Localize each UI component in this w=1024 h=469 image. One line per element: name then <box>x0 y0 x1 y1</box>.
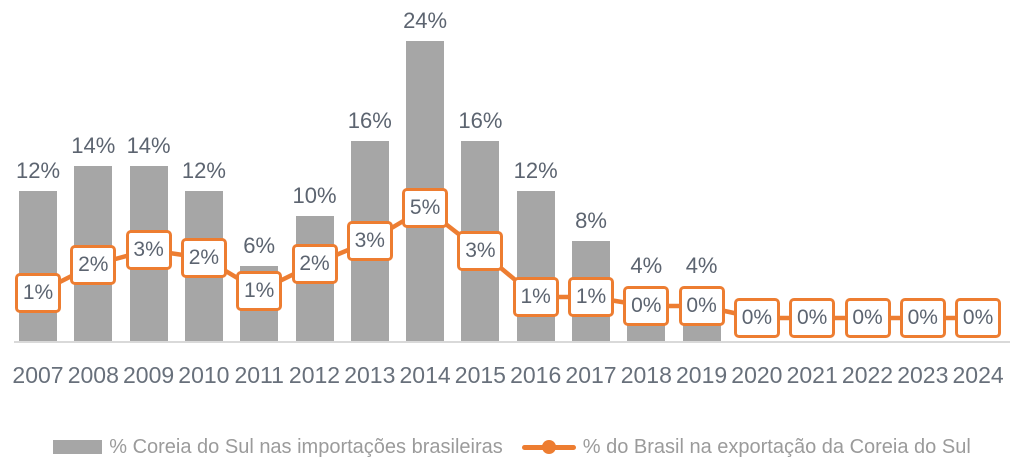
line-value-label: 2% <box>188 246 220 269</box>
bar-value-label-2008: 14% <box>71 133 116 158</box>
line-value-label: 2% <box>299 252 330 275</box>
line-value-box-2016: 1% <box>512 277 559 317</box>
line-value-box-2021: 0% <box>789 298 836 338</box>
line-value-label: 0% <box>797 306 828 329</box>
line-value-label: 0% <box>686 294 717 317</box>
x-axis-line <box>14 341 1010 343</box>
bar-value-label-2018: 4% <box>630 253 663 278</box>
line-value-box-2014: 5% <box>402 188 449 228</box>
line-value-label: 2% <box>78 253 109 276</box>
legend-line-label: % do Brasil na exportação da Coreia do S… <box>582 435 971 458</box>
line-value-box-2011: 1% <box>236 271 283 311</box>
x-axis-label-2008: 2008 <box>67 362 119 388</box>
line-value-label: 1% <box>244 279 275 302</box>
line-value-label: 1% <box>575 285 607 308</box>
legend-bar-swatch-icon <box>53 440 103 454</box>
x-axis-label-2020: 2020 <box>731 362 783 388</box>
line-value-box-2009: 3% <box>125 230 172 270</box>
x-axis-label-2010: 2010 <box>178 362 230 388</box>
x-axis-label-2017: 2017 <box>565 362 617 388</box>
x-axis-label-2007: 2007 <box>12 362 64 388</box>
line-value-label: 1% <box>520 285 551 308</box>
bar-value-label-2015: 16% <box>458 108 503 133</box>
line-value-box-2018: 0% <box>623 286 670 326</box>
legend-bar-label: % Coreia do Sul nas importações brasilei… <box>109 435 503 458</box>
line-value-label: 1% <box>22 281 54 304</box>
x-axis-label-2013: 2013 <box>344 362 396 388</box>
x-axis-label-2019: 2019 <box>676 362 728 388</box>
line-value-box-2012: 2% <box>291 244 338 284</box>
x-axis-label-2016: 2016 <box>510 362 562 388</box>
line-value-box-2008: 2% <box>70 245 117 285</box>
x-axis-label-2018: 2018 <box>620 362 672 388</box>
line-value-box-2013: 3% <box>346 221 393 261</box>
line-value-box-2007: 1% <box>15 273 61 313</box>
bar-value-label-2019: 4% <box>685 253 718 278</box>
line-value-box-2020: 0% <box>733 298 780 338</box>
line-value-label: 3% <box>465 239 496 262</box>
x-axis-label-2011: 2011 <box>234 362 284 388</box>
line-value-label: 3% <box>133 238 164 261</box>
bar-value-label-2014: 24% <box>403 8 448 33</box>
bar-value-label-2012: 10% <box>292 183 337 208</box>
x-axis-label-2022: 2022 <box>841 362 894 388</box>
legend-line-dot-icon <box>541 440 556 454</box>
line-series <box>35 205 981 321</box>
bar-2007 <box>19 191 57 341</box>
line-value-label: 0% <box>741 306 773 329</box>
line-value-box-2015: 3% <box>457 231 504 271</box>
line-value-box-2019: 0% <box>678 286 725 326</box>
x-axis-label-2023: 2023 <box>897 362 949 388</box>
bar-value-label-2016: 12% <box>513 158 558 183</box>
line-value-label: 0% <box>907 306 938 329</box>
bar-value-label-2011: 6% <box>243 233 276 258</box>
x-axis-label-2012: 2012 <box>288 362 341 388</box>
bar-value-label-2007: 12% <box>15 158 61 183</box>
line-value-label: 0% <box>631 294 662 317</box>
bar-value-label-2009: 14% <box>126 133 171 158</box>
x-axis-label-2015: 2015 <box>454 362 506 388</box>
line-value-box-2017: 1% <box>568 277 614 317</box>
legend-line-marker-icon <box>521 438 576 456</box>
x-axis-label-2009: 2009 <box>123 362 175 388</box>
line-value-box-2024: 0% <box>955 298 1002 338</box>
line-value-box-2023: 0% <box>899 298 946 338</box>
line-value-label: 0% <box>852 306 883 329</box>
line-value-label: 0% <box>962 306 994 329</box>
legend: % Coreia do Sul nas importações brasilei… <box>0 433 1024 461</box>
x-axis-label-2014: 2014 <box>399 362 451 388</box>
line-value-box-2022: 0% <box>844 298 891 338</box>
line-value-label: 3% <box>354 229 385 252</box>
line-value-label: 5% <box>409 196 441 219</box>
x-axis-label-2021: 2021 <box>786 362 838 388</box>
line-value-box-2010: 2% <box>180 238 227 278</box>
bar-value-label-2010: 12% <box>181 158 226 183</box>
x-axis-label-2024: 2024 <box>952 362 1004 388</box>
bar-value-label-2013: 16% <box>347 108 392 133</box>
bar-value-label-2017: 8% <box>575 208 607 233</box>
